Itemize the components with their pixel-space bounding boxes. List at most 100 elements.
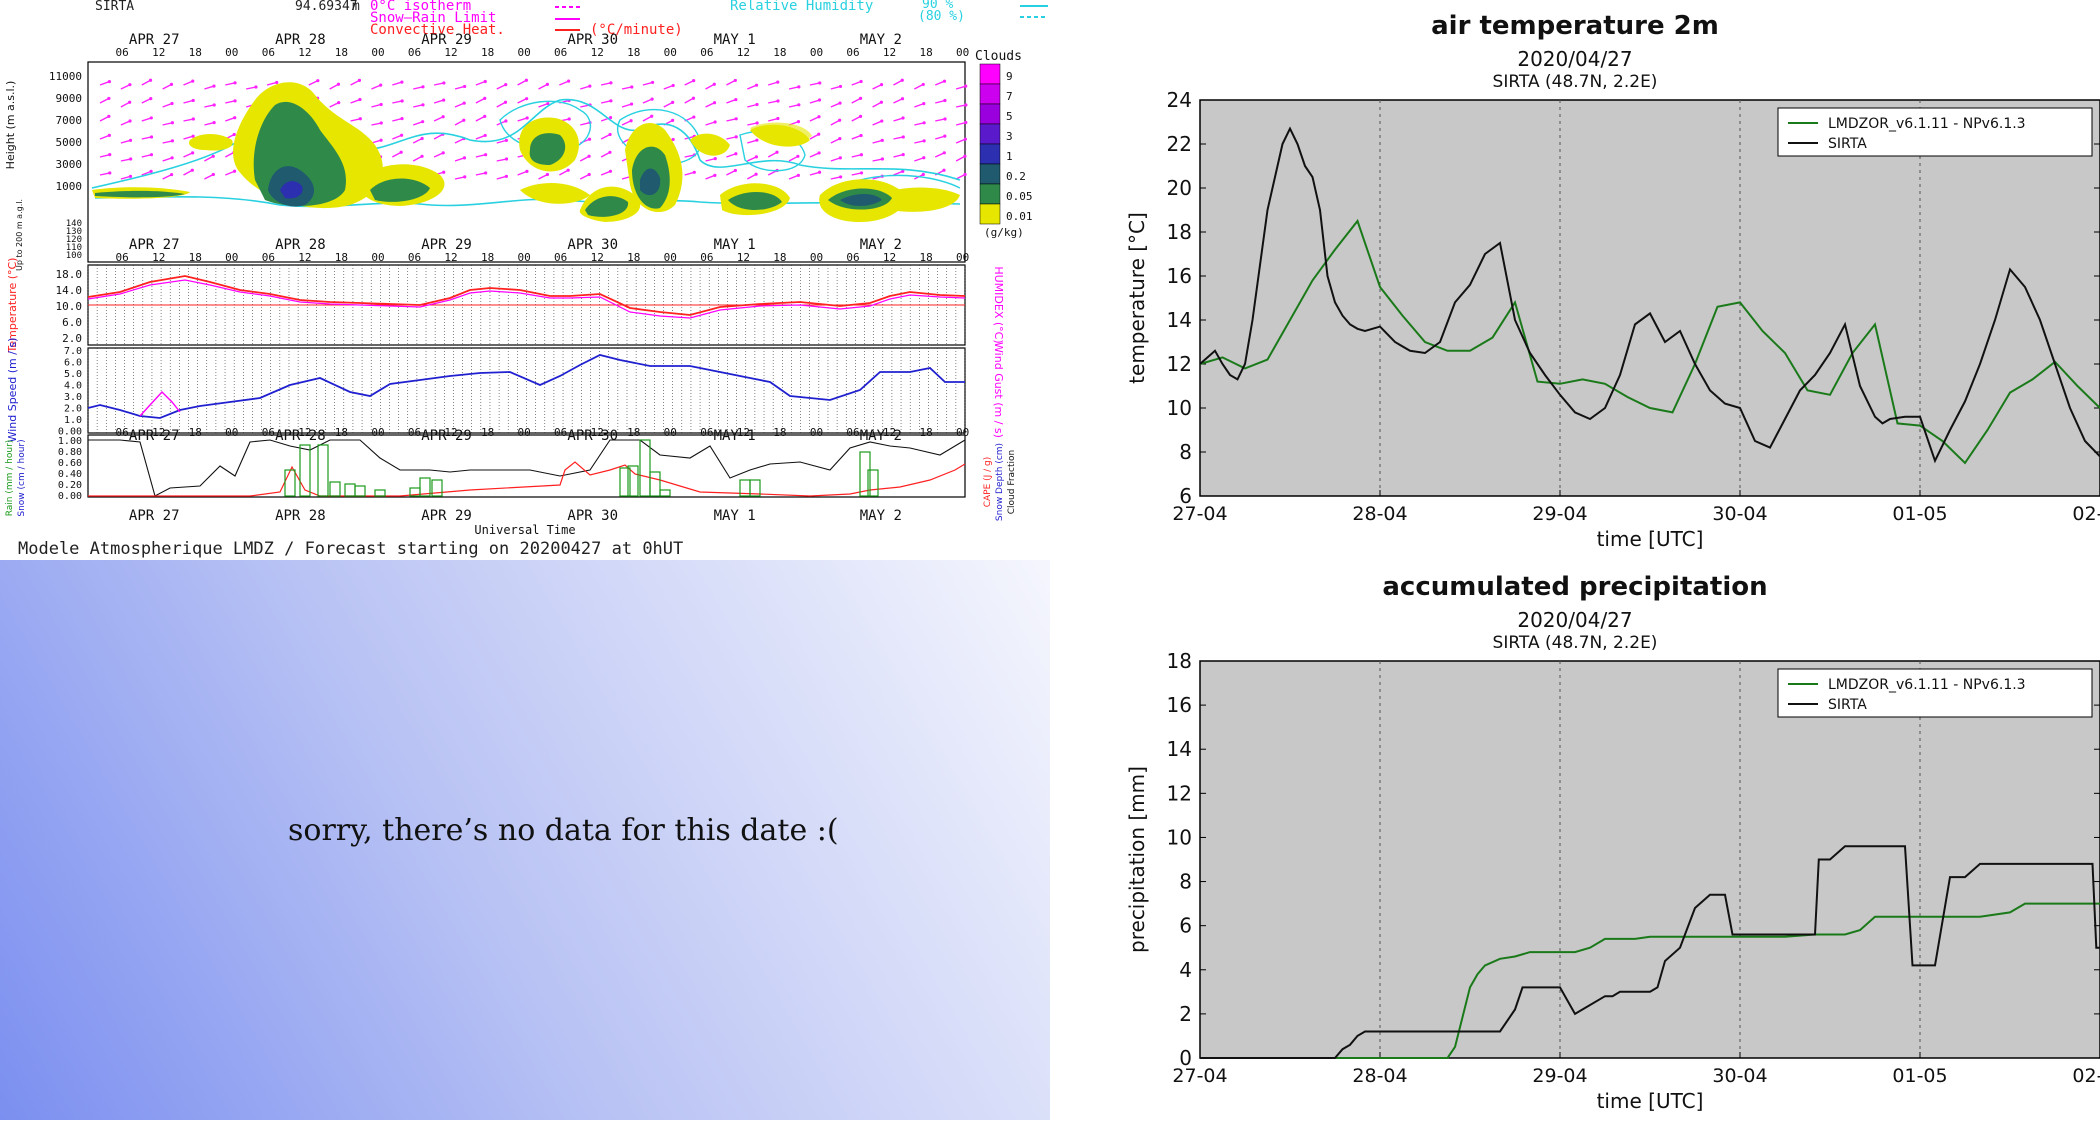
day-label: APR 27 xyxy=(129,32,180,48)
wind-arrow xyxy=(204,173,214,180)
colorbar-label: 0.01 xyxy=(1006,210,1033,223)
wind-arrow-head xyxy=(797,85,801,89)
wind-arrow-head xyxy=(212,103,216,107)
hour-label: 06 xyxy=(554,426,567,439)
wind-arrow xyxy=(99,172,110,176)
wind-arrow-head xyxy=(776,80,780,84)
rain-bar xyxy=(374,489,386,497)
y-tick-label: 10 xyxy=(1167,396,1192,420)
x-tick-label: 01-05 xyxy=(1892,1065,1947,1087)
hour-label: 12 xyxy=(152,46,165,59)
wind-arrow xyxy=(872,101,882,108)
wind-arrow-head xyxy=(149,97,153,101)
wind-arrow xyxy=(412,121,423,126)
low-axis-label: Up to 200 m a.g.l. xyxy=(15,199,24,271)
hour-label: 18 xyxy=(481,426,494,439)
hour-label: 18 xyxy=(335,251,348,264)
low-tick-label: 140 xyxy=(66,219,82,229)
meteogram-station: SIRTA xyxy=(95,0,134,14)
snow-depth-axis-label: Snow Depth (cm) xyxy=(995,443,1005,521)
wind-arrow xyxy=(392,100,403,104)
wind-arrow-head xyxy=(608,150,612,154)
wind-arrow xyxy=(955,104,967,108)
wind-arrow xyxy=(308,80,319,86)
wind-arrow-head xyxy=(462,156,467,160)
rain-bar xyxy=(627,465,639,497)
hour-label: 12 xyxy=(737,426,750,439)
wind-arrow xyxy=(851,134,862,140)
hour-label: 18 xyxy=(335,426,348,439)
wind-arrow xyxy=(433,116,444,122)
precip-tick-label: 0.20 xyxy=(58,480,82,491)
wind-arrow xyxy=(955,121,966,126)
accumulated-precipitation-chart: accumulated precipitation 2020/04/27 SIR… xyxy=(1125,572,2100,1113)
day-label: APR 29 xyxy=(421,428,472,444)
wind-arrow-head xyxy=(692,115,696,119)
wind-arrow-head xyxy=(254,85,258,89)
wind-arrow xyxy=(225,170,235,176)
wind-arrow-head xyxy=(692,79,696,83)
wind-arrow-head xyxy=(399,150,403,154)
day-label: APR 29 xyxy=(421,508,472,524)
wind-arrow-head xyxy=(211,172,215,177)
wind-arrow-head xyxy=(943,117,947,121)
height-tick-label: 3000 xyxy=(56,158,83,171)
hour-label: 12 xyxy=(737,46,750,59)
wind-arrow-head xyxy=(191,151,195,155)
hour-label: 00 xyxy=(956,46,969,59)
wind-arrow-head xyxy=(922,139,926,143)
wind-arrow-head xyxy=(838,137,842,141)
wind-arrow xyxy=(141,98,152,104)
wind-arrow-head xyxy=(441,151,445,155)
hour-label: 00 xyxy=(225,251,238,264)
hour-label: 12 xyxy=(883,46,896,59)
wind-arrow-head xyxy=(608,116,613,120)
wind-arrow-head xyxy=(545,82,549,87)
wind-arrow xyxy=(475,134,486,140)
wind-arrow-head xyxy=(316,79,320,83)
hour-label: 00 xyxy=(810,426,823,439)
hour-label: 00 xyxy=(956,251,969,264)
wind-arrow xyxy=(726,153,737,158)
wind-arrow xyxy=(726,79,736,86)
wind-arrow-head xyxy=(483,96,487,100)
wind-arrow xyxy=(851,80,862,86)
chart-subtitle: 2020/04/27 xyxy=(1517,47,1632,71)
wind-tick-label: 1.0 xyxy=(64,415,82,426)
wind-arrow xyxy=(809,152,820,158)
height-axis-label: Height (m a.s.l.) xyxy=(4,81,17,170)
wind-arrow-head xyxy=(379,138,383,142)
wind-arrow-head xyxy=(838,101,842,105)
legend-label: LMDZOR_v6.1.11 - NPv6.1.3 xyxy=(1828,677,2026,693)
wind-arrow xyxy=(600,151,611,158)
wind-arrow xyxy=(872,139,883,144)
hour-label: 06 xyxy=(700,46,713,59)
hour-label: 00 xyxy=(664,426,677,439)
wind-tick-label: 0.00 xyxy=(58,427,82,438)
wind-arrow xyxy=(120,101,130,108)
x-tick-label: 30-04 xyxy=(1712,503,1767,525)
wind-arrow-head xyxy=(190,168,194,172)
wind-tick-label: 2.0 xyxy=(64,404,82,415)
wind-arrow-head xyxy=(233,99,237,103)
wind-arrow xyxy=(538,83,548,90)
legend-snow-rain: Snow–Rain Limit xyxy=(370,10,496,26)
colorbar-label: 3 xyxy=(1006,130,1013,143)
wind-arrow xyxy=(621,86,632,90)
wind-arrow xyxy=(162,83,172,90)
wind-arrow-head xyxy=(671,118,675,122)
wind-arrow xyxy=(746,173,757,180)
wind-arrow xyxy=(580,121,591,126)
wind-arrow xyxy=(141,79,151,86)
snow-axis-label: Snow (cm / hour) xyxy=(17,439,27,516)
wind-arrow-head xyxy=(212,84,216,88)
colorbar-swatch xyxy=(979,103,1001,125)
wind-arrow-head xyxy=(776,116,780,121)
hour-label: 00 xyxy=(371,251,384,264)
day-label: APR 30 xyxy=(567,508,618,524)
colorbar-label: 0.05 xyxy=(1006,190,1033,203)
wind-arrow-head xyxy=(942,151,946,155)
hour-label: 00 xyxy=(810,46,823,59)
wind-arrow-head xyxy=(901,116,905,120)
low-tick-label: 120 xyxy=(66,235,82,245)
